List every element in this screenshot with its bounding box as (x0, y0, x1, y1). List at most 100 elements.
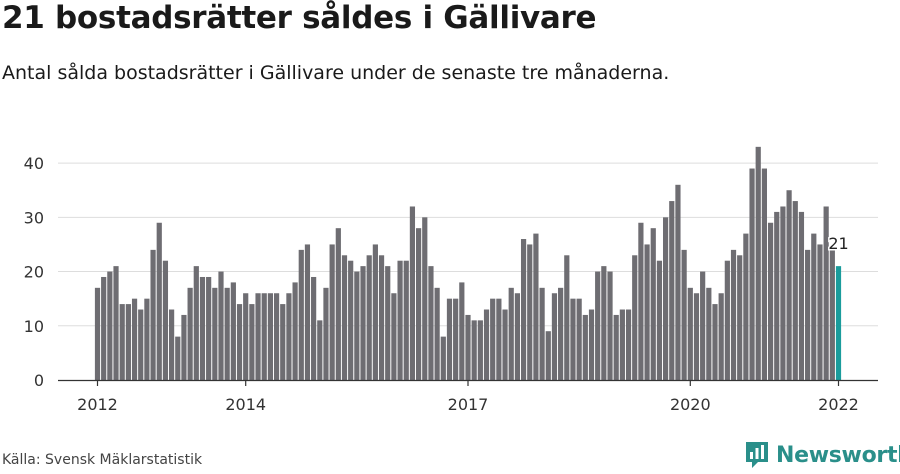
bar (817, 244, 823, 380)
bar (743, 233, 749, 380)
bar (502, 309, 508, 380)
bar (527, 244, 533, 380)
bar (663, 217, 669, 380)
bar (212, 287, 218, 380)
bar (613, 314, 619, 380)
bar (514, 293, 520, 380)
bar (224, 287, 230, 380)
brand-name: Newsworthy (776, 442, 900, 468)
bar (298, 249, 304, 380)
x-tick-label: 2017 (448, 395, 489, 414)
y-tick-label: 0 (34, 371, 44, 390)
bar (829, 249, 835, 380)
bar (280, 304, 286, 380)
bar (595, 271, 601, 380)
bar (94, 287, 101, 380)
bar (131, 298, 138, 380)
bar (304, 244, 311, 380)
bar (416, 228, 422, 380)
bar (644, 244, 650, 380)
bar (551, 293, 558, 380)
bar (632, 255, 638, 380)
bar (101, 276, 107, 380)
bar (619, 309, 625, 380)
bar (446, 298, 453, 380)
bar (681, 249, 687, 380)
bar (243, 293, 249, 380)
bar (144, 298, 150, 380)
last-value-label: 21 (828, 234, 848, 253)
bar (236, 304, 243, 380)
bar (403, 260, 409, 380)
bar (490, 298, 496, 380)
bar (755, 146, 761, 380)
bar (737, 255, 743, 380)
bar (428, 266, 434, 380)
bar (329, 244, 335, 380)
bar (588, 309, 595, 380)
bar (360, 266, 366, 380)
bar (749, 168, 755, 380)
bar (582, 314, 588, 380)
bar (724, 260, 730, 380)
bar (317, 320, 323, 380)
bar (255, 293, 261, 380)
x-axis (58, 379, 878, 386)
bar (378, 255, 385, 380)
x-tick-label: 2022 (818, 395, 859, 414)
bar (169, 309, 175, 380)
bar (199, 276, 206, 380)
x-tick-label: 2020 (670, 395, 711, 414)
brand-logo[interactable]: Newsworthy (744, 440, 900, 470)
bar (687, 287, 693, 380)
bar (718, 293, 724, 380)
bar (206, 276, 212, 380)
bar (520, 239, 527, 380)
bar (761, 168, 767, 380)
y-tick-label: 20 (24, 263, 44, 282)
source-note: Källa: Svensk Mäklarstatistik (2, 452, 203, 468)
grid-lines (58, 162, 878, 327)
bar (150, 249, 156, 380)
bar-highlight (835, 266, 842, 380)
page-subtitle: Antal sålda bostadsrätter i Gällivare un… (2, 62, 670, 84)
y-tick-label: 40 (24, 154, 44, 173)
bar (805, 249, 811, 380)
bar (292, 282, 298, 380)
bar (125, 304, 131, 380)
bar (366, 255, 372, 380)
bar (576, 298, 582, 380)
bar (465, 314, 471, 380)
bar (107, 271, 113, 380)
bar (459, 282, 465, 380)
bar (267, 293, 273, 380)
bar (261, 293, 267, 380)
bars (94, 146, 842, 380)
bar (700, 271, 706, 380)
y-tick-labels: 0 10 20 30 40 (24, 154, 44, 390)
bar (193, 266, 199, 380)
bar (811, 233, 817, 380)
bar (397, 260, 403, 380)
bar (496, 298, 502, 380)
bar (607, 271, 613, 380)
bar (533, 233, 539, 380)
bar (774, 211, 780, 380)
bar (138, 309, 144, 380)
bar (767, 222, 774, 380)
bar (693, 293, 700, 380)
bar (570, 298, 576, 380)
bar (409, 206, 416, 380)
bar (792, 201, 798, 380)
bar (422, 217, 428, 380)
bar (440, 336, 446, 380)
bar (730, 249, 737, 380)
bar (162, 260, 169, 380)
bar (650, 228, 656, 380)
annotations: 21 (827, 233, 850, 255)
bar (453, 298, 459, 380)
bar (477, 320, 483, 380)
newsworthy-logo-icon (746, 442, 768, 468)
bar (273, 293, 280, 380)
